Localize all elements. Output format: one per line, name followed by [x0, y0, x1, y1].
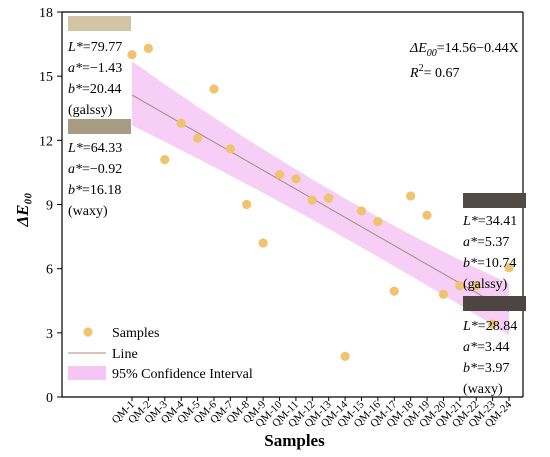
color-swatch-2 [68, 119, 131, 134]
annotation-4-line-1: L*=28.84 [462, 319, 517, 334]
y-axis-title: ΔE₀₀ [13, 193, 32, 228]
annotation-2-line-2: a*=−0.92 [68, 162, 122, 177]
annotation-2-line-3: b*=16.18 [68, 183, 121, 198]
data-point-24 [504, 262, 514, 273]
y-tick-label-15: 15 [39, 70, 53, 85]
equation-text: ΔE00=14.56−0.44X [409, 41, 519, 59]
color-swatch-3 [463, 193, 526, 208]
annotation-4-line-4: (waxy) [463, 382, 503, 397]
annotation-1-line-4: (galssy) [68, 103, 113, 118]
legend-marker-samples [83, 327, 93, 337]
annotation-3-line-2: a*=5.37 [463, 235, 509, 250]
annotation-3-line-4: (galssy) [463, 277, 508, 292]
annotations-layer: ΔE00=14.56−0.44X R2= 0.67 L*=79.77 a*=−1.43… [67, 16, 526, 397]
data-point-14 [340, 351, 350, 361]
confidence-band-layer [132, 61, 509, 335]
data-point-9 [258, 238, 268, 248]
legend: Samples Line 95% Confidence Interval [68, 326, 253, 382]
y-tick-label-18: 18 [39, 6, 53, 21]
data-point-12 [307, 195, 317, 205]
r-squared-text: R2= 0.67 [409, 63, 459, 81]
data-point-10 [274, 169, 285, 180]
legend-marker-band [68, 366, 106, 380]
data-point-1 [127, 50, 137, 60]
y-tick-label-12: 12 [39, 134, 53, 149]
legend-label-line: Line [112, 347, 138, 362]
confidence-band [132, 61, 509, 335]
data-point-17 [389, 286, 399, 296]
data-point-23 [488, 319, 498, 329]
x-axis-title: Samples [264, 431, 325, 450]
annotation-1-line-2: a*=−1.43 [68, 61, 122, 76]
annotation-1-line-3: b*=20.44 [68, 82, 121, 97]
annotation-3-line-3: b*=10.74 [463, 256, 516, 271]
y-tick-label-9: 9 [46, 199, 53, 214]
data-point-15 [356, 206, 367, 216]
annotation-2-line-4: (waxy) [68, 204, 108, 219]
y-tick-label-3: 3 [46, 327, 53, 342]
data-point-21 [455, 281, 465, 291]
fit-line [131, 94, 510, 312]
y-tick-label-0: 0 [46, 391, 53, 406]
data-point-20 [438, 289, 449, 299]
data-point-5 [192, 133, 203, 143]
data-point-19 [422, 210, 432, 220]
fit-line-layer [131, 94, 510, 312]
data-point-6 [209, 84, 219, 94]
data-points-layer [127, 43, 514, 361]
y-tick-label-6: 6 [46, 263, 53, 278]
color-swatch-1 [68, 16, 131, 31]
data-point-8 [242, 199, 252, 210]
annotation-4-line-2: a*=3.44 [463, 340, 509, 355]
data-point-22 [471, 281, 481, 291]
legend-label-samples: Samples [112, 326, 159, 341]
data-point-2 [143, 43, 153, 53]
data-point-11 [291, 174, 301, 184]
annotation-3-line-1: L*=34.41 [462, 214, 517, 229]
color-swatch-4 [463, 296, 526, 311]
annotation-1-line-1: L*=79.77 [67, 40, 122, 55]
data-point-4 [176, 118, 186, 128]
data-point-3 [160, 154, 170, 165]
data-point-18 [406, 191, 416, 201]
data-point-16 [373, 217, 383, 227]
data-point-7 [225, 144, 235, 154]
annotation-4-line-3: b*=3.97 [463, 361, 509, 376]
annotation-2-line-1: L*=64.33 [67, 141, 122, 156]
legend-label-band: 95% Confidence Interval [112, 367, 253, 382]
data-point-13 [324, 193, 334, 203]
